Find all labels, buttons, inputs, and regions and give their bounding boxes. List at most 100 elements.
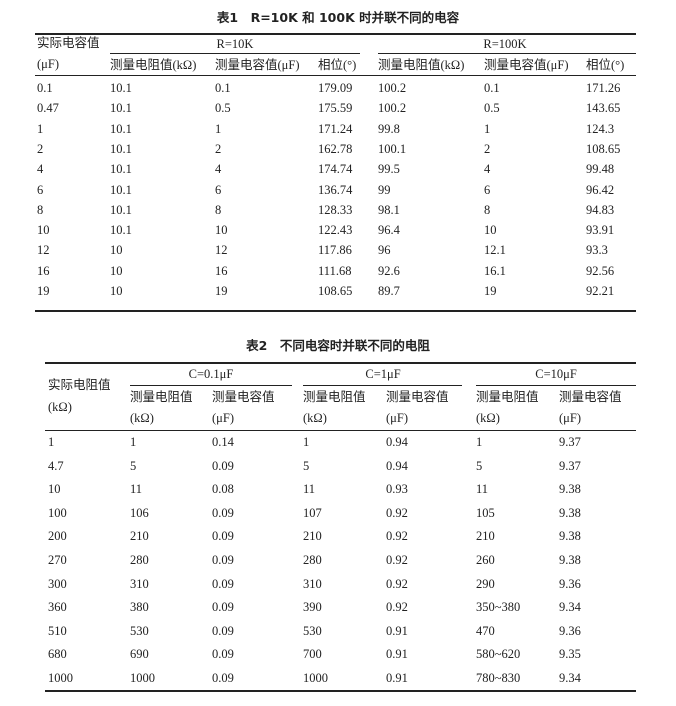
cell: 2 — [484, 141, 491, 156]
cell: 98.1 — [378, 202, 400, 217]
cell: 19 — [484, 283, 497, 298]
cell: 0.92 — [386, 599, 408, 614]
cell: 10.1 — [110, 121, 132, 136]
cell: 0.94 — [386, 434, 408, 449]
cell: 0.93 — [386, 481, 408, 496]
cell: 8 — [215, 202, 222, 217]
cell: 4 — [484, 161, 491, 176]
cell: 6 — [484, 182, 491, 197]
rule — [35, 33, 636, 35]
cell: 210 — [303, 529, 322, 544]
cell: 9.36 — [559, 623, 581, 638]
cell: 100.1 — [378, 141, 407, 156]
cell: 19 — [37, 283, 50, 298]
cell: 92.6 — [378, 263, 400, 278]
rule — [303, 385, 462, 386]
cell: 100 — [48, 505, 67, 520]
rule — [378, 53, 636, 54]
cell: 4 — [37, 161, 44, 176]
cell: 96.42 — [586, 182, 615, 197]
row-header: (μF) — [37, 56, 59, 71]
cell: 11 — [303, 481, 316, 496]
cell: 0.91 — [386, 647, 408, 662]
cell: 124.3 — [586, 121, 615, 136]
cell: 8 — [37, 202, 44, 217]
cell: 108.65 — [318, 283, 353, 298]
cell: 1 — [130, 434, 137, 449]
table-title: 表2 不同电容时并联不同的电阻 — [246, 337, 430, 353]
cell: 0.09 — [212, 647, 234, 662]
cell: 1 — [484, 121, 491, 136]
column-header: (μF) — [559, 410, 581, 425]
cell: 171.26 — [586, 80, 621, 95]
column-header: 测量电容值 — [386, 389, 449, 404]
cell: 9.38 — [559, 481, 581, 496]
cell: 5 — [303, 458, 310, 473]
cell: 510 — [48, 623, 67, 638]
cell: 174.74 — [318, 161, 353, 176]
cell: 9.38 — [559, 552, 581, 567]
cell: 390 — [303, 599, 322, 614]
rule — [35, 310, 636, 312]
cell: 0.92 — [386, 552, 408, 567]
cell: 700 — [303, 647, 322, 662]
cell: 12.1 — [484, 243, 506, 258]
cell: 5 — [130, 458, 137, 473]
cell: 0.09 — [212, 552, 234, 567]
cell: 530 — [303, 623, 322, 638]
cell: 100.2 — [378, 80, 407, 95]
cell: 1 — [215, 121, 222, 136]
group-header: C=1μF — [365, 366, 401, 381]
column-header: 测量电容值(μF) — [484, 57, 569, 72]
cell: 10.1 — [110, 222, 132, 237]
cell: 12 — [37, 243, 50, 258]
cell: 10 — [215, 222, 228, 237]
cell: 10.1 — [110, 101, 132, 116]
cell: 0.08 — [212, 481, 234, 496]
cell: 1000 — [48, 670, 73, 685]
row-header: 实际电容值 — [37, 35, 100, 50]
cell: 530 — [130, 623, 149, 638]
cell: 580~620 — [476, 647, 521, 662]
column-header: (μF) — [386, 410, 408, 425]
cell: 93.3 — [586, 243, 608, 258]
cell: 780~830 — [476, 670, 521, 685]
cell: 96 — [378, 243, 391, 258]
cell: 171.24 — [318, 121, 353, 136]
cell: 0.09 — [212, 458, 234, 473]
cell: 0.09 — [212, 529, 234, 544]
cell: 10 — [484, 222, 497, 237]
cell: 280 — [130, 552, 149, 567]
cell: 350~380 — [476, 599, 521, 614]
rule — [35, 75, 636, 76]
cell: 10.1 — [110, 141, 132, 156]
cell: 6 — [215, 182, 222, 197]
cell: 310 — [303, 576, 322, 591]
cell: 93.91 — [586, 222, 615, 237]
cell: 8 — [484, 202, 491, 217]
cell: 117.86 — [318, 243, 352, 258]
cell: 10 — [48, 481, 61, 496]
column-header: (kΩ) — [476, 410, 500, 425]
cell: 1 — [476, 434, 483, 449]
cell: 9.34 — [559, 670, 581, 685]
cell: 143.65 — [586, 101, 621, 116]
cell: 9.38 — [559, 529, 581, 544]
group-header: C=0.1μF — [188, 366, 234, 381]
cell: 107 — [303, 505, 322, 520]
cell: 0.1 — [484, 80, 500, 95]
cell: 5 — [476, 458, 483, 473]
column-header: 测量电阻值 — [130, 389, 193, 404]
cell: 10 — [110, 243, 123, 258]
cell: 122.43 — [318, 222, 353, 237]
cell: 10.1 — [110, 202, 132, 217]
cell: 9.35 — [559, 647, 581, 662]
cell: 0.1 — [215, 80, 231, 95]
cell: 9.37 — [559, 434, 581, 449]
cell: 16.1 — [484, 263, 506, 278]
cell: 10 — [110, 283, 123, 298]
cell: 9.37 — [559, 458, 581, 473]
cell: 1 — [303, 434, 310, 449]
cell: 0.92 — [386, 505, 408, 520]
rule — [45, 430, 636, 431]
